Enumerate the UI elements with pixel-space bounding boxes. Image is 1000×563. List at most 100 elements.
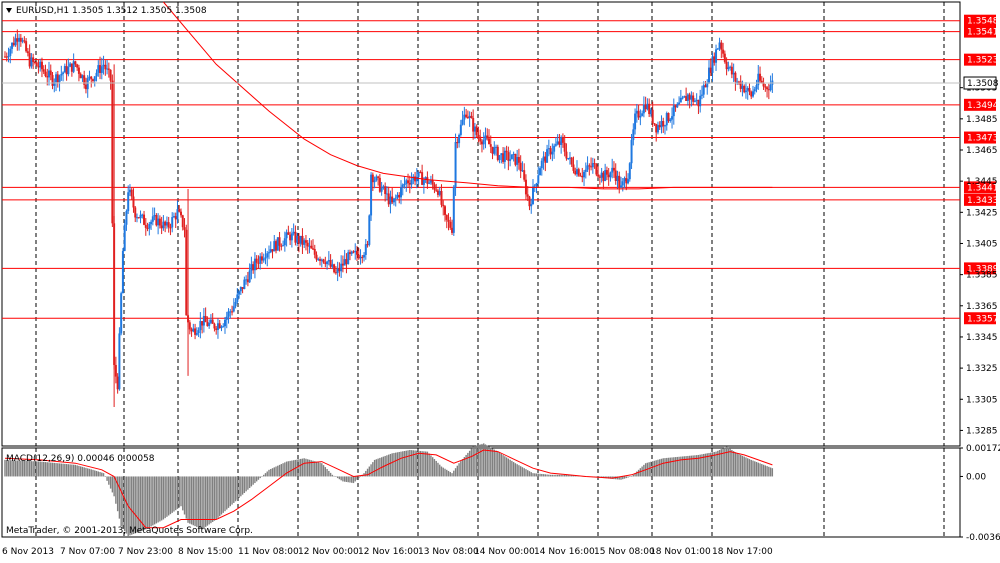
candle-body bbox=[630, 140, 633, 164]
candle-body bbox=[32, 57, 35, 62]
macd-bar bbox=[532, 473, 534, 477]
x-tick-label: 6 Nov 2013 bbox=[2, 547, 54, 557]
macd-bar bbox=[483, 443, 485, 477]
candle-body bbox=[688, 94, 691, 100]
macd-bar bbox=[486, 445, 488, 477]
macd-bar bbox=[102, 473, 105, 477]
level-label-box bbox=[964, 98, 996, 111]
macd-bar bbox=[69, 464, 71, 477]
macd-bar bbox=[284, 462, 286, 477]
macd-bar bbox=[395, 452, 397, 477]
candle-body bbox=[92, 79, 94, 81]
candle-body bbox=[568, 157, 571, 159]
macd-bar bbox=[50, 462, 52, 477]
macd-bar bbox=[481, 443, 483, 477]
candle-body bbox=[136, 217, 138, 219]
macd-bar bbox=[762, 464, 765, 477]
macd-bar bbox=[398, 451, 400, 477]
macd-bar bbox=[648, 462, 650, 477]
macd-title: MACD(12,26,9) 0.00046 0.00058 bbox=[6, 454, 155, 464]
candle-body bbox=[435, 189, 438, 191]
candle-body bbox=[227, 311, 230, 317]
macd-bar bbox=[53, 462, 55, 477]
macd-bar bbox=[329, 472, 332, 477]
macd-bar bbox=[738, 454, 740, 477]
candle-body bbox=[35, 62, 38, 66]
candle-body bbox=[723, 53, 726, 62]
macd-bar bbox=[231, 476, 233, 505]
candle-body bbox=[526, 194, 529, 197]
macd-bar bbox=[732, 451, 735, 477]
macd-bar bbox=[46, 462, 48, 477]
macd-bar bbox=[507, 458, 510, 477]
macd-bar bbox=[527, 470, 529, 477]
candle-body bbox=[468, 115, 471, 118]
macd-bar bbox=[338, 476, 341, 480]
candle-body bbox=[370, 174, 373, 216]
candle-body bbox=[37, 65, 40, 68]
macd-histogram bbox=[4, 443, 774, 537]
x-tick-label: 13 Nov 08:00 bbox=[418, 547, 479, 557]
candle-body bbox=[30, 57, 33, 67]
macd-bar bbox=[497, 451, 499, 477]
chevron-down-icon[interactable] bbox=[6, 8, 12, 13]
macd-bar bbox=[64, 463, 66, 477]
candle-body bbox=[232, 306, 235, 312]
candle-body bbox=[507, 152, 510, 161]
candle-body bbox=[628, 163, 631, 180]
candle-body bbox=[532, 186, 534, 205]
candle-body bbox=[725, 61, 728, 70]
candle-body bbox=[669, 119, 672, 121]
candle-body bbox=[338, 268, 341, 272]
candle-body bbox=[194, 328, 197, 335]
macd-bar bbox=[694, 455, 696, 477]
candle-body bbox=[748, 88, 751, 92]
candle-body bbox=[56, 74, 59, 83]
macd-bar bbox=[711, 452, 714, 477]
macd-bar bbox=[210, 476, 212, 524]
macd-bar bbox=[673, 457, 675, 477]
macd-bar bbox=[571, 475, 573, 477]
candle-body bbox=[178, 209, 181, 212]
candle-body bbox=[148, 224, 151, 229]
macd-bar bbox=[761, 464, 763, 477]
copyright-text: MetaTrader, © 2001-2013, MetaQuotes Soft… bbox=[6, 526, 253, 536]
macd-bar bbox=[254, 476, 256, 484]
candle-body bbox=[19, 37, 22, 42]
candle-body bbox=[660, 121, 663, 128]
candle-body bbox=[352, 251, 355, 253]
candle-body bbox=[762, 82, 765, 87]
macd-bar bbox=[623, 476, 626, 479]
candle-body bbox=[243, 279, 246, 290]
macd-bar bbox=[428, 453, 430, 477]
macd-bar bbox=[759, 463, 761, 477]
macd-bar bbox=[477, 445, 480, 477]
macd-bar bbox=[717, 450, 719, 477]
macd-bar bbox=[447, 470, 450, 477]
macd-bar bbox=[512, 462, 515, 477]
macd-bar bbox=[81, 466, 84, 477]
candle-body bbox=[590, 166, 593, 168]
macd-bar bbox=[431, 457, 434, 477]
candle-body bbox=[33, 61, 36, 63]
candle-body bbox=[498, 155, 501, 161]
candle-body bbox=[62, 72, 65, 74]
candle-body bbox=[333, 264, 336, 273]
macd-bar bbox=[345, 476, 348, 482]
candle-body bbox=[750, 91, 753, 97]
macd-bar bbox=[655, 460, 657, 477]
macd-bar bbox=[94, 470, 96, 477]
candle-body bbox=[320, 259, 323, 261]
macd-bar bbox=[488, 446, 490, 477]
macd-bar bbox=[490, 447, 492, 477]
candle-body bbox=[627, 179, 630, 184]
candle-body bbox=[699, 95, 702, 107]
macd-bar bbox=[678, 456, 680, 477]
candle-body bbox=[224, 319, 226, 327]
candle-body bbox=[139, 214, 142, 219]
candle-body bbox=[704, 85, 707, 88]
x-tick-label: 7 Nov 23:00 bbox=[118, 547, 173, 557]
candle-body bbox=[276, 237, 279, 251]
